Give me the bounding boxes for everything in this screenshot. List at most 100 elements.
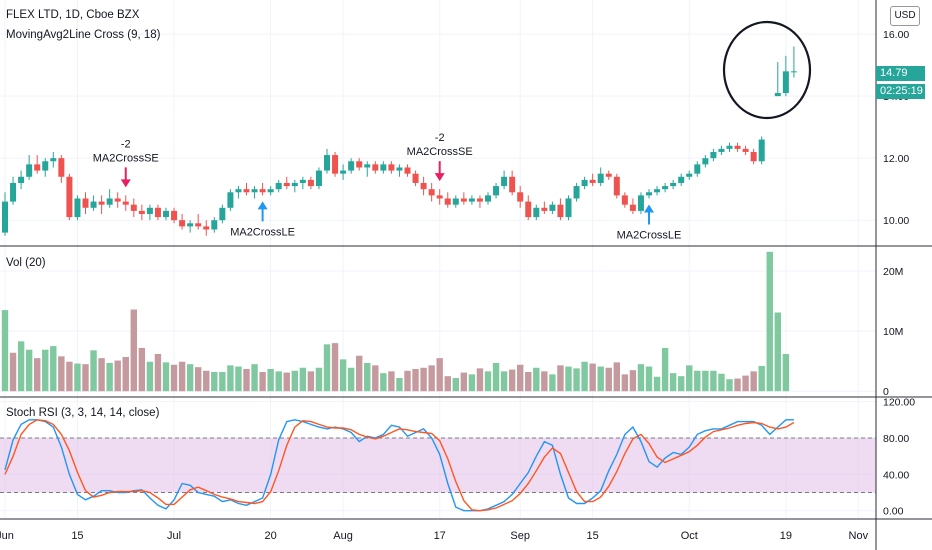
volume-bar <box>742 375 749 392</box>
x-tick-label: Aug <box>333 530 353 542</box>
candle-body <box>750 151 757 162</box>
volume-bar <box>726 379 733 392</box>
volume-bar <box>203 370 210 392</box>
candle-body <box>82 198 89 208</box>
candle-body <box>589 179 596 183</box>
y-tick-label: 40.00 <box>883 469 909 481</box>
candle-body <box>291 182 298 187</box>
long-arrow-head <box>257 201 268 210</box>
volume-bar <box>356 355 363 392</box>
candle-body <box>565 198 572 218</box>
volume-bar <box>1 310 9 392</box>
candle-body <box>436 195 443 199</box>
candle-body <box>404 167 411 174</box>
volume-bar <box>484 371 492 392</box>
candle-body <box>444 198 451 205</box>
candle-body <box>476 198 483 202</box>
volume-bar <box>605 367 612 392</box>
candle-body <box>364 164 371 168</box>
short-arrow-head <box>120 179 131 188</box>
volume-bar <box>702 370 709 392</box>
candle-body <box>573 186 580 199</box>
candle-body <box>307 179 314 187</box>
volume-bar <box>525 371 532 392</box>
volume-bar <box>597 366 604 392</box>
currency-button[interactable]: USD <box>890 6 920 26</box>
volume-bar <box>508 369 516 392</box>
volume-bar <box>396 377 403 392</box>
candle-body <box>517 192 524 202</box>
x-tick-label: Jul <box>167 530 181 542</box>
volume-bar <box>211 371 218 392</box>
short-arrow-head <box>434 173 445 182</box>
candle-body <box>163 210 169 218</box>
candle-body <box>203 226 210 230</box>
candle-body <box>388 164 395 171</box>
x-tick-label: 15 <box>71 530 83 542</box>
candle-body <box>243 189 250 193</box>
volume-bar <box>154 353 162 392</box>
volume-pane-title[interactable]: Vol (20) <box>6 257 46 269</box>
volume-bar <box>90 350 97 392</box>
bar-countdown-badge: 02:25:19 <box>876 84 925 99</box>
candle-body <box>702 158 709 165</box>
volume-bar <box>364 362 371 392</box>
symbol-title[interactable]: FLEX LTD, 1D, Cboe BZX <box>6 9 140 21</box>
candle-body <box>581 179 588 187</box>
candle-body <box>694 164 701 174</box>
candle-body <box>726 145 733 149</box>
candle-body <box>283 182 290 187</box>
candle-body <box>356 161 363 168</box>
x-tick-label: 15 <box>587 530 599 542</box>
volume-bar <box>106 362 113 392</box>
volume-bar <box>476 368 484 392</box>
volume-bar <box>122 356 129 392</box>
candle-body <box>34 164 41 171</box>
candle-body <box>646 192 652 196</box>
volume-bar <box>629 370 637 392</box>
volume-bar <box>50 346 57 392</box>
volume-bar <box>267 368 274 392</box>
highlight-circle-drawing[interactable] <box>722 20 812 120</box>
volume-bar <box>388 371 395 392</box>
candle-body <box>686 173 693 177</box>
candle-body <box>637 195 644 211</box>
volume-bar <box>678 376 685 392</box>
candle-body <box>485 195 491 202</box>
candle-body <box>557 204 564 218</box>
volume-bar <box>758 365 765 392</box>
candle-body <box>605 173 612 177</box>
candle-body <box>782 71 789 94</box>
volume-bar <box>750 371 757 392</box>
candle-body <box>2 201 8 233</box>
volume-bar <box>541 371 548 392</box>
volume-bar <box>557 365 564 392</box>
candle-body <box>26 164 33 177</box>
volume-bar <box>9 352 17 392</box>
candle-body <box>396 167 403 171</box>
volume-bar <box>613 362 620 392</box>
signal-label: -2 <box>121 138 131 150</box>
candle-body <box>718 148 725 152</box>
candle-body <box>533 207 540 218</box>
volume-bar <box>718 373 725 392</box>
signal-label: -2 <box>435 132 445 144</box>
candle-body <box>541 207 548 211</box>
stoch-rsi-pane-title[interactable]: Stoch RSI (3, 3, 14, 14, close) <box>6 407 160 419</box>
candle-body <box>171 210 178 221</box>
volume-bar <box>82 364 89 392</box>
volume-bar <box>444 376 451 392</box>
volume-bar <box>549 374 556 392</box>
x-tick-label: 17 <box>434 530 446 542</box>
volume-bar <box>565 366 572 392</box>
volume-bar <box>299 367 307 392</box>
candle-body <box>146 207 153 214</box>
volume-bar <box>460 372 468 392</box>
volume-bar <box>307 371 315 392</box>
signal-label: MA2CrossSE <box>93 152 159 164</box>
volume-bar <box>372 365 379 392</box>
y-tick-label: 80.00 <box>883 433 909 445</box>
indicator-title[interactable]: MovingAvg2Line Cross (9, 18) <box>6 29 161 41</box>
